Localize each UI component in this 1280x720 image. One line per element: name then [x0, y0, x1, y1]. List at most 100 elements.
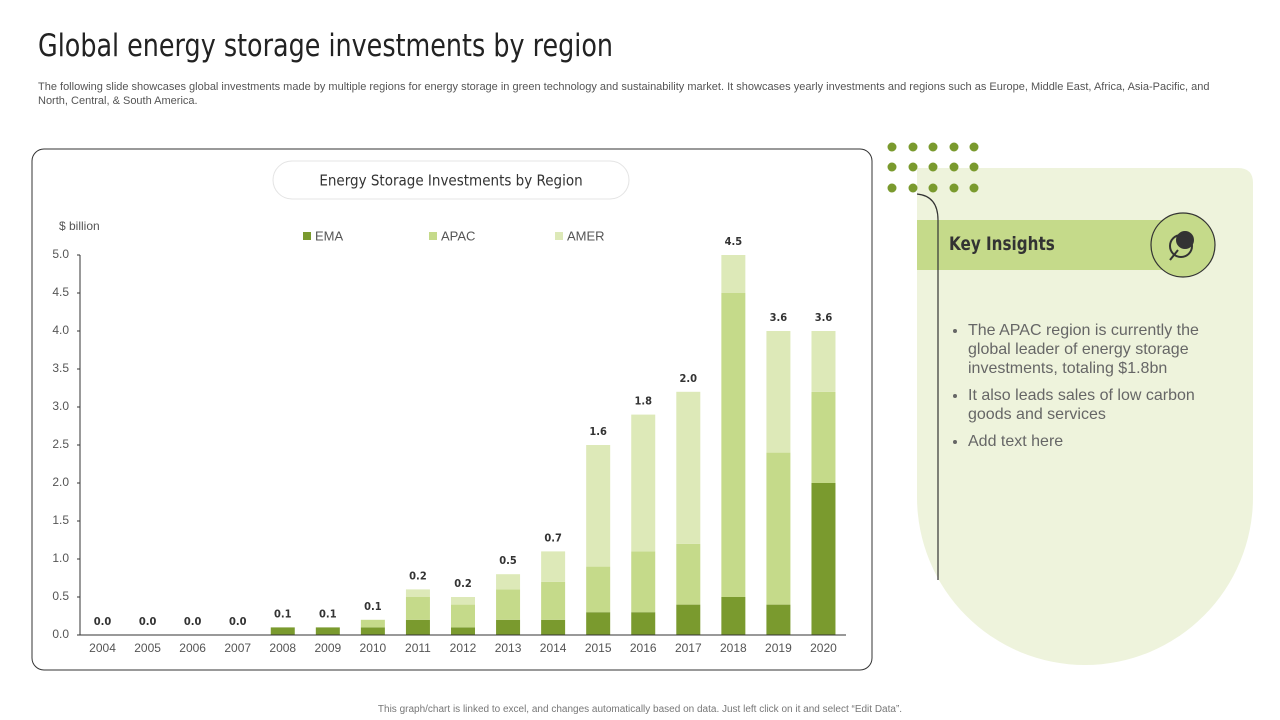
x-tick-label: 2008 [269, 641, 296, 655]
x-tick-label: 2016 [630, 641, 657, 655]
y-tick-label: 0.5 [52, 589, 69, 603]
x-tick-label: 2005 [134, 641, 161, 655]
bar-segment [586, 566, 611, 613]
bar-segment [541, 619, 566, 635]
x-tick-label: 2009 [314, 641, 341, 655]
y-tick-label: 2.5 [52, 437, 69, 451]
y-tick-label: 2.0 [52, 475, 69, 489]
insights-title: Key Insights [949, 233, 1055, 255]
legend-swatch [429, 232, 437, 240]
bar-segment [451, 604, 475, 628]
bulb-icon [1169, 231, 1194, 261]
bar-segment [496, 574, 521, 590]
bar-segment [676, 604, 701, 635]
insight-header [917, 220, 1182, 270]
total-label: 0.1 [274, 607, 292, 620]
bar-segment [451, 597, 475, 605]
bar-segment [360, 619, 385, 628]
total-label: 2.0 [680, 372, 698, 385]
y-tick-label: 4.5 [52, 285, 69, 299]
bar-segment [496, 589, 521, 620]
total-label: 0.2 [409, 569, 427, 582]
chart-card [31, 148, 873, 671]
legend-swatch [303, 232, 311, 240]
bar-segment [721, 255, 746, 293]
insight-bullet: The APAC region is currently the global … [968, 321, 1223, 378]
footer-note: This graph/chart is linked to excel, and… [377, 704, 903, 715]
chart-title-pill [272, 160, 630, 200]
bar-segment [496, 619, 521, 635]
bar-segment [631, 551, 656, 613]
bar-segment [586, 612, 611, 635]
y-tick-label: 4.0 [52, 323, 69, 337]
bar-segment [451, 627, 475, 635]
legend-label: AMER [567, 228, 605, 243]
slide-title: Global energy storage investments by reg… [38, 28, 613, 64]
bar-segment [811, 483, 836, 635]
total-label: 0.2 [454, 577, 472, 590]
bar-segment [631, 414, 656, 552]
bar-segment [676, 391, 701, 544]
bar-segment [766, 452, 791, 605]
bar-segment [766, 331, 791, 453]
x-tick-label: 2019 [765, 641, 792, 655]
bar-segment [721, 597, 746, 635]
total-label: 0.0 [139, 615, 157, 628]
total-label: 3.6 [815, 311, 833, 324]
x-tick-label: 2013 [495, 641, 522, 655]
bar-segment [360, 627, 385, 635]
total-label: 0.1 [319, 607, 337, 620]
bar-segment [315, 627, 340, 635]
legend-label: EMA [315, 228, 344, 243]
insight-bullet: Add text here [968, 432, 1223, 451]
divider-line [916, 193, 939, 580]
y-tick-label: 5.0 [52, 247, 69, 261]
x-tick-label: 2007 [224, 641, 251, 655]
x-tick-label: 2006 [179, 641, 206, 655]
bar-segment [405, 589, 430, 597]
slide-description: The following slide showcases global inv… [38, 81, 1210, 107]
bar-segment [541, 551, 566, 582]
x-tick-label: 2017 [675, 641, 702, 655]
bar-segment [270, 627, 295, 635]
y-axis-label: $ billion [59, 219, 100, 233]
total-label: 0.0 [94, 615, 112, 628]
bar-segment [405, 597, 430, 620]
x-tick-label: 2014 [540, 641, 567, 655]
bar-segment [676, 543, 701, 605]
total-label: 0.7 [544, 531, 562, 544]
legend-label: APAC [441, 228, 475, 243]
bar-segment [811, 331, 836, 392]
x-tick-label: 2004 [89, 641, 116, 655]
total-label: 0.0 [184, 615, 202, 628]
bar-segment [586, 445, 611, 567]
bar-segment [631, 612, 656, 635]
total-label: 0.0 [229, 615, 247, 628]
insight-list: The APAC region is currently the global … [950, 321, 1223, 459]
total-label: 3.6 [770, 311, 788, 324]
bar-segment [766, 604, 791, 635]
bar-segment [811, 391, 836, 483]
total-label: 1.6 [589, 425, 607, 438]
y-tick-label: 3.0 [52, 399, 69, 413]
total-label: 0.5 [499, 554, 517, 567]
x-tick-label: 2012 [450, 641, 477, 655]
chart-title: Energy Storage Investments by Region [319, 172, 582, 190]
total-label: 4.5 [725, 235, 743, 248]
x-tick-label: 2015 [585, 641, 612, 655]
y-tick-label: 1.0 [52, 551, 69, 565]
y-tick-label: 3.5 [52, 361, 69, 375]
y-tick-label: 1.5 [52, 513, 69, 527]
legend-swatch [555, 232, 563, 240]
y-tick-label: 0.0 [52, 627, 69, 641]
x-tick-label: 2020 [810, 641, 837, 655]
x-tick-label: 2011 [405, 641, 431, 655]
x-tick-label: 2018 [720, 641, 747, 655]
insight-bullet: It also leads sales of low carbon goods … [968, 386, 1223, 424]
total-label: 0.1 [364, 600, 382, 613]
total-label: 1.8 [634, 395, 652, 408]
bar-segment [541, 581, 566, 620]
x-tick-label: 2010 [360, 641, 387, 655]
